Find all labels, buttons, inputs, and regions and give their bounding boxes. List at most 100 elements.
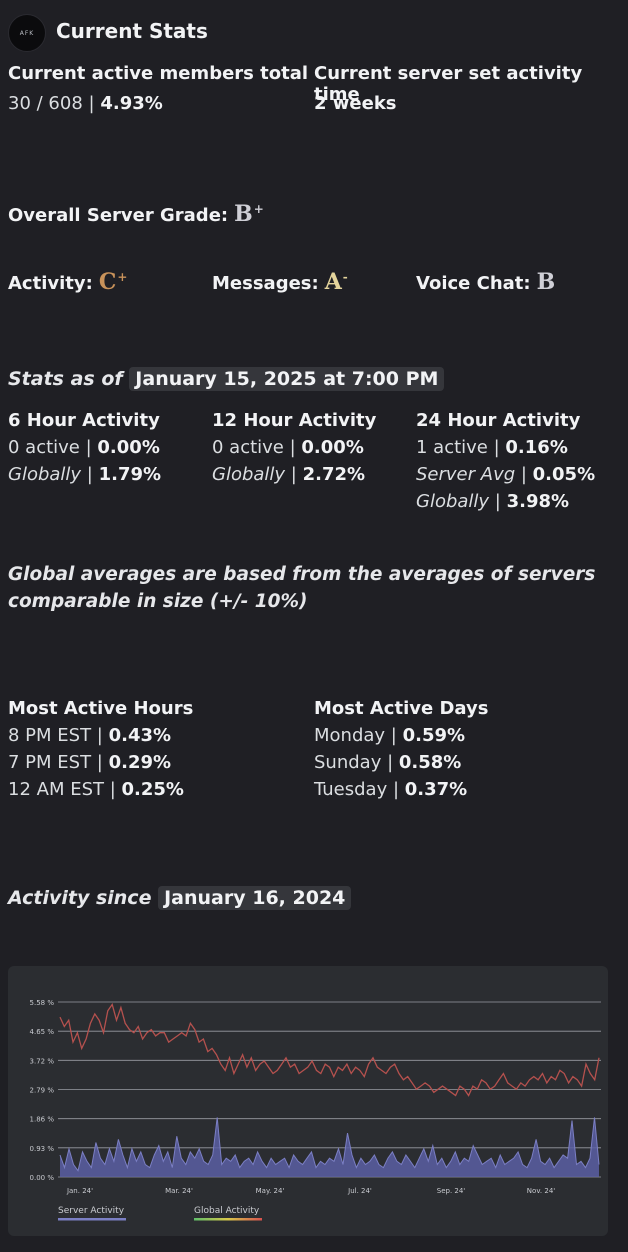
global-percent: 3.98% [506, 491, 570, 512]
separator: | [88, 93, 95, 114]
activity-since: Activity since January 16, 2024 [8, 886, 352, 910]
x-tick-label: Sep. 24' [437, 1187, 466, 1195]
y-tick-label: 1.86 % [30, 1116, 55, 1124]
y-tick-label: 4.65 % [30, 1028, 55, 1036]
activity-since-date: January 16, 2024 [158, 886, 352, 910]
activity-since-label: Activity since [8, 887, 152, 909]
global-label: Globally [8, 464, 82, 485]
global-note-line-1: Global averages are based from the avera… [8, 564, 596, 585]
active-members-percent: 4.93% [100, 93, 163, 114]
x-tick-label: Nov. 24' [527, 1187, 555, 1195]
overall-grade-letter: B [234, 201, 253, 227]
hour-label: 7 PM EST [8, 752, 92, 773]
list-item: 8 PM EST | 0.43% [8, 725, 172, 746]
day-label: Tuesday [314, 779, 388, 800]
hour-label: 8 PM EST [8, 725, 92, 746]
most-active-days: Most Active Days Monday | 0.59% Sunday |… [314, 695, 614, 803]
section-title: Most Active Days [314, 698, 489, 719]
x-tick-label: Mar. 24' [165, 1187, 193, 1195]
activity-grade-badge: C+ [99, 269, 128, 295]
section-title: Most Active Hours [8, 698, 194, 719]
messages-grade-letter: A [324, 269, 342, 295]
x-tick-label: May. 24' [256, 1187, 285, 1195]
activity-grade-row: Activity: C+ [8, 269, 127, 295]
server-activity-line [59, 1117, 600, 1172]
hour-label: 12 AM EST [8, 779, 104, 800]
active-members-value: 30 / 608 | 4.93% [8, 93, 163, 114]
active-members-label: Current active members total [8, 63, 309, 84]
legend-swatch-server [58, 1218, 126, 1221]
window-24h: 24 Hour Activity 1 active | 0.16% Server… [416, 407, 621, 515]
y-tick-label: 3.72 % [30, 1057, 55, 1065]
voice-grade-letter: B [536, 269, 556, 295]
activity-grade-modifier: + [117, 269, 128, 284]
window-global: Globally | 2.72% [212, 464, 366, 485]
window-title: 24 Hour Activity [416, 410, 581, 431]
server-avg-percent: 0.05% [532, 464, 596, 485]
activity-time-label: Current server set activity time [314, 63, 583, 105]
voice-grade-row: Voice Chat: B [416, 269, 555, 295]
hour-percent: 0.29% [108, 752, 172, 773]
overall-grade-label: Overall Server Grade: [8, 205, 229, 226]
list-item: Sunday | 0.58% [314, 752, 462, 773]
active-count: 1 active [416, 437, 488, 458]
window-server-avg: Server Avg | 0.05% [416, 464, 596, 485]
server-avatar: AFK [8, 14, 46, 52]
x-tick-label: Jul. 24' [347, 1187, 372, 1195]
global-percent: 2.72% [302, 464, 366, 485]
y-tick-label: 0.00 % [30, 1174, 55, 1182]
window-title: 12 Hour Activity [212, 410, 377, 431]
active-percent: 0.00% [97, 437, 160, 458]
y-tick-label: 0.93 % [30, 1145, 55, 1153]
messages-grade-modifier: - [342, 269, 348, 284]
legend-swatch-global [194, 1218, 262, 1221]
active-percent: 0.16% [505, 437, 568, 458]
day-label: Sunday [314, 752, 382, 773]
global-label: Globally [416, 491, 490, 512]
overall-grade-badge: B+ [234, 201, 264, 227]
stats-as-of: Stats as of January 15, 2025 at 7:00 PM [8, 367, 445, 391]
window-active: 1 active | 0.16% [416, 437, 568, 458]
voice-grade-label: Voice Chat: [416, 273, 531, 294]
avatar-text: AFK [19, 29, 35, 37]
window-active: 0 active | 0.00% [212, 437, 364, 458]
stats-as-of-label: Stats as of [8, 368, 123, 390]
day-percent: 0.37% [404, 779, 468, 800]
active-members-count: 30 / 608 [8, 93, 83, 114]
overall-grade-modifier: + [253, 201, 264, 216]
window-global: Globally | 1.79% [8, 464, 162, 485]
day-label: Monday [314, 725, 386, 746]
list-item: Tuesday | 0.37% [314, 779, 468, 800]
hour-percent: 0.43% [108, 725, 172, 746]
active-percent: 0.00% [301, 437, 364, 458]
global-note-line-2: comparable in size (+/- 10%) [8, 591, 308, 612]
x-tick-label: Jan. 24' [66, 1187, 93, 1195]
legend-label-global: Global Activity [194, 1206, 260, 1216]
hour-percent: 0.25% [121, 779, 184, 800]
list-item: Monday | 0.59% [314, 725, 466, 746]
messages-grade-badge: A- [325, 269, 348, 295]
messages-grade-label: Messages: [212, 273, 319, 294]
day-percent: 0.59% [402, 725, 466, 746]
activity-chart: 0.00 % 0.93 % 1.86 % 2.79 % 3.72 % 4.65 % 5.58… [30, 999, 601, 1221]
day-percent: 0.58% [398, 752, 462, 773]
stats-as-of-date: January 15, 2025 at 7:00 PM [129, 367, 445, 391]
active-count: 0 active [212, 437, 284, 458]
window-global: Globally | 3.98% [416, 491, 570, 512]
page-title: Current Stats [56, 19, 208, 43]
global-label: Globally [212, 464, 286, 485]
y-tick-label: 5.58 % [30, 999, 55, 1007]
voice-grade-badge: B [537, 269, 556, 295]
window-title: 6 Hour Activity [8, 410, 160, 431]
messages-grade-row: Messages: A- [212, 269, 348, 295]
window-6h: 6 Hour Activity 0 active | 0.00% Globall… [8, 407, 208, 488]
activity-grade-letter: C [98, 269, 117, 295]
active-count: 0 active [8, 437, 80, 458]
y-tick-label: 2.79 % [30, 1087, 55, 1095]
activity-time-value: 2 weeks [314, 93, 397, 114]
server-activity-area [60, 1117, 599, 1177]
global-percent: 1.79% [98, 464, 162, 485]
activity-chart-card: 0.00 % 0.93 % 1.86 % 2.79 % 3.72 % 4.65 % 5.58… [8, 966, 608, 1236]
overall-grade-row: Overall Server Grade: B+ [8, 201, 264, 227]
list-item: 7 PM EST | 0.29% [8, 752, 172, 773]
